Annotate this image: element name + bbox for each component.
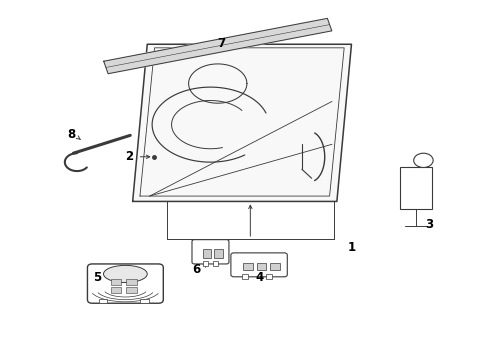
Bar <box>269 262 279 270</box>
Bar <box>111 287 121 293</box>
Circle shape <box>413 153 432 167</box>
Bar <box>242 274 247 279</box>
Bar <box>140 299 148 303</box>
Bar <box>99 299 107 303</box>
Bar <box>212 261 217 266</box>
Bar <box>266 274 272 279</box>
FancyBboxPatch shape <box>192 240 228 264</box>
Text: 5: 5 <box>93 271 101 284</box>
Text: 4: 4 <box>254 271 263 284</box>
Polygon shape <box>103 18 331 74</box>
Polygon shape <box>132 44 351 202</box>
Bar <box>399 167 431 208</box>
Bar <box>256 262 266 270</box>
Bar <box>243 262 252 270</box>
Bar <box>203 261 207 266</box>
Text: 2: 2 <box>124 150 133 163</box>
Bar <box>126 279 137 285</box>
Bar <box>213 249 222 258</box>
Text: 6: 6 <box>191 263 200 276</box>
Bar <box>202 249 211 258</box>
Text: 1: 1 <box>346 241 355 255</box>
FancyBboxPatch shape <box>230 253 287 277</box>
FancyBboxPatch shape <box>87 264 163 303</box>
Text: 7: 7 <box>217 37 225 50</box>
Bar <box>126 287 137 293</box>
Text: 3: 3 <box>425 218 432 231</box>
Ellipse shape <box>103 265 147 283</box>
Text: 8: 8 <box>67 128 75 141</box>
Bar <box>111 279 121 285</box>
